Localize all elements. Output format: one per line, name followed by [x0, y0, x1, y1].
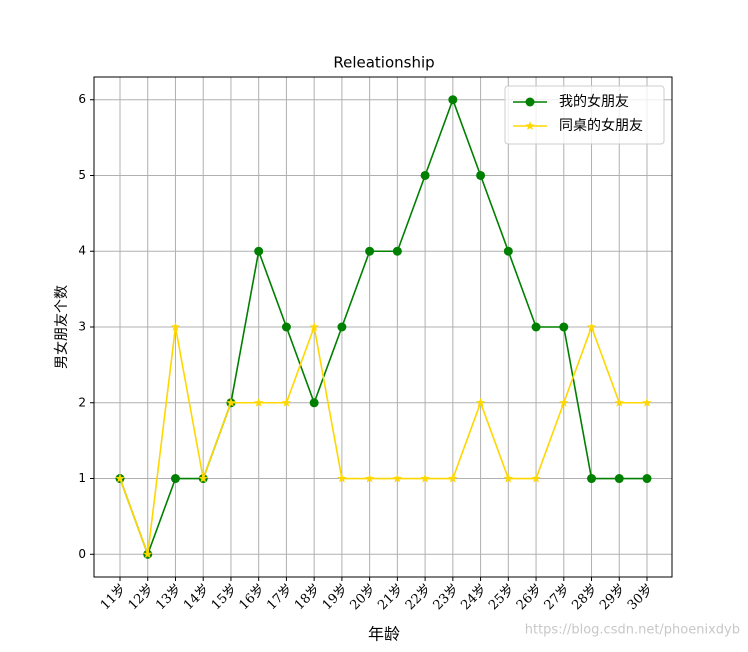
x-tick-label: 13岁: [153, 582, 184, 613]
marker: [392, 246, 402, 256]
marker: [309, 322, 319, 331]
marker: [170, 322, 181, 331]
x-tick-label: 27岁: [542, 582, 573, 613]
marker: [254, 246, 264, 256]
marker: [475, 397, 486, 407]
y-tick-label: 4: [78, 244, 86, 258]
marker: [364, 473, 375, 483]
marker: [476, 170, 486, 180]
x-tick-label: 21岁: [375, 582, 406, 613]
legend-marker: [525, 97, 535, 107]
marker: [420, 473, 430, 483]
marker: [448, 95, 458, 105]
marker: [392, 473, 403, 483]
marker: [642, 397, 652, 407]
marker: [281, 397, 292, 407]
marker: [281, 322, 291, 332]
x-tick-label: 29岁: [597, 582, 628, 613]
chart-title: Releationship: [333, 54, 434, 72]
marker: [337, 473, 347, 483]
legend-marker: [525, 121, 535, 130]
marker: [253, 397, 264, 407]
series-line: [119, 323, 647, 555]
marker: [503, 246, 513, 256]
marker: [503, 473, 514, 483]
x-tick-label: 19岁: [320, 582, 351, 613]
y-tick-label: 1: [78, 471, 86, 485]
legend-label: 同桌的女朋友: [559, 117, 643, 134]
marker: [531, 473, 541, 483]
marker: [559, 397, 569, 407]
x-axis-label: 年龄: [368, 625, 400, 644]
marker: [586, 322, 597, 331]
y-tick-label: 3: [78, 320, 86, 334]
marker: [309, 398, 319, 408]
x-tick-label: 24岁: [458, 582, 489, 613]
y-tick-label: 0: [78, 547, 86, 561]
marker: [614, 397, 624, 407]
x-tick-label: 15岁: [209, 582, 240, 613]
x-tick-label: 17岁: [264, 582, 295, 613]
x-tick-label: 26岁: [514, 582, 545, 613]
marker: [143, 549, 153, 559]
marker: [337, 322, 347, 332]
marker: [614, 474, 624, 484]
legend-box: [504, 85, 665, 145]
plot-frame: [93, 76, 673, 578]
x-tick-label: 14岁: [181, 582, 212, 613]
x-tick-label: 20岁: [347, 582, 378, 613]
x-tick-label: 18岁: [292, 582, 323, 613]
marker: [365, 246, 375, 256]
x-tick-label: 12岁: [126, 582, 157, 613]
x-tick-label: 11岁: [98, 582, 129, 613]
y-tick-label: 2: [78, 395, 86, 409]
watermark: https://blog.csdn.net/phoenixdyb: [525, 623, 740, 638]
legend-label: 我的女朋友: [559, 93, 629, 110]
marker: [587, 474, 597, 484]
marker: [448, 473, 458, 483]
y-tick-label: 5: [78, 168, 86, 182]
x-tick-label: 16岁: [236, 582, 267, 613]
marker: [420, 170, 430, 180]
x-tick-label: 23岁: [431, 582, 462, 613]
x-tick-label: 28岁: [569, 582, 600, 613]
x-tick-label: 30岁: [625, 582, 656, 613]
y-axis-label: 男女朋友个数: [53, 285, 70, 369]
x-tick-label: 25岁: [486, 582, 517, 613]
marker: [226, 397, 236, 407]
marker: [531, 322, 541, 332]
marker: [198, 473, 208, 483]
marker: [115, 473, 125, 483]
marker: [642, 474, 652, 484]
y-tick-label: 6: [78, 92, 86, 106]
marker: [170, 474, 180, 484]
x-tick-label: 22岁: [403, 582, 434, 613]
marker: [559, 322, 569, 332]
